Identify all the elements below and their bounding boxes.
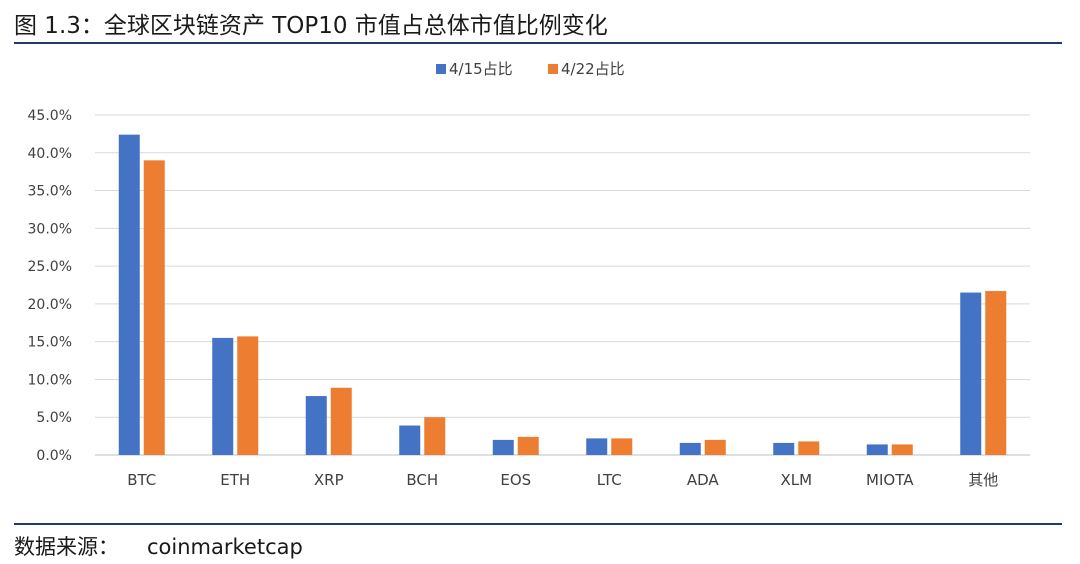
source-rule bbox=[14, 523, 1062, 525]
bar-apr22-5 bbox=[611, 438, 633, 455]
x-tick-label: XLM bbox=[780, 471, 812, 489]
y-tick-label: 0.0% bbox=[36, 448, 72, 464]
bar-apr15-0 bbox=[118, 134, 140, 455]
source-line: 数据来源： coinmarketcap bbox=[14, 531, 303, 561]
figure-title: 图 1.3：全球区块链资产 TOP10 市值占总体市值比例变化 bbox=[14, 13, 608, 39]
x-tick-label: EOS bbox=[500, 471, 531, 489]
bar-apr22-4 bbox=[517, 436, 539, 455]
gridlines bbox=[95, 114, 1030, 456]
x-tick-label: ADA bbox=[687, 471, 720, 489]
x-tick-label: BTC bbox=[127, 471, 156, 489]
legend: 4/15占比 4/22占比 bbox=[436, 60, 625, 78]
bar-apr22-7 bbox=[798, 441, 820, 455]
bar-apr15-3 bbox=[399, 425, 421, 455]
x-tick-label: 其他 bbox=[968, 471, 998, 489]
bar-apr22-9 bbox=[985, 291, 1007, 455]
y-tick-label: 10.0% bbox=[28, 372, 72, 388]
bar-apr15-7 bbox=[773, 442, 795, 455]
y-tick-label: 25.0% bbox=[28, 259, 72, 275]
bar-apr15-5 bbox=[586, 438, 608, 455]
x-tick-label: XRP bbox=[314, 471, 344, 489]
x-tick-label: ETH bbox=[220, 471, 250, 489]
bar-apr22-6 bbox=[704, 439, 726, 455]
bar-apr22-2 bbox=[330, 387, 352, 455]
bar-chart: 4/15占比 4/22占比 0.0% 5.0% 10.0% 15.0% 20.0% 25.0… bbox=[28, 60, 1030, 489]
bar-apr22-8 bbox=[891, 444, 913, 455]
y-tick-label: 20.0% bbox=[28, 297, 72, 313]
bar-apr22-0 bbox=[143, 160, 165, 455]
x-tick-label: BCH bbox=[406, 471, 438, 489]
bar-apr22-3 bbox=[424, 417, 446, 455]
y-tick-label: 45.0% bbox=[28, 108, 72, 124]
y-tick-label: 15.0% bbox=[28, 335, 72, 351]
x-tick-label: MIOTA bbox=[866, 471, 914, 489]
bar-apr15-2 bbox=[305, 396, 327, 455]
y-tick-label: 35.0% bbox=[28, 184, 72, 200]
bars bbox=[118, 134, 1007, 455]
bar-apr15-1 bbox=[212, 337, 234, 455]
x-tick-label: LTC bbox=[597, 471, 622, 489]
bar-apr15-4 bbox=[492, 439, 514, 455]
bar-apr15-9 bbox=[960, 292, 982, 455]
y-tick-label: 30.0% bbox=[28, 221, 72, 237]
legend-swatch bbox=[436, 64, 446, 74]
source-value: coinmarketcap bbox=[147, 535, 303, 559]
y-axis-ticks: 0.0% 5.0% 10.0% 15.0% 20.0% 25.0% 30.0% 35.0% 40… bbox=[28, 108, 72, 464]
bar-apr22-1 bbox=[237, 336, 259, 455]
title-rule bbox=[14, 42, 1062, 44]
x-axis-ticks: BTC ETH XRP BCH EOS LTC ADA XLM MIOTA 其他 bbox=[127, 471, 998, 489]
bar-apr15-6 bbox=[679, 442, 701, 455]
legend-label: 4/15占比 bbox=[449, 60, 513, 78]
legend-swatch bbox=[548, 64, 558, 74]
legend-label: 4/22占比 bbox=[561, 60, 625, 78]
source-label: 数据来源： bbox=[14, 535, 119, 559]
bar-apr15-8 bbox=[866, 444, 888, 455]
y-tick-label: 5.0% bbox=[36, 410, 72, 426]
y-tick-label: 40.0% bbox=[28, 146, 72, 162]
